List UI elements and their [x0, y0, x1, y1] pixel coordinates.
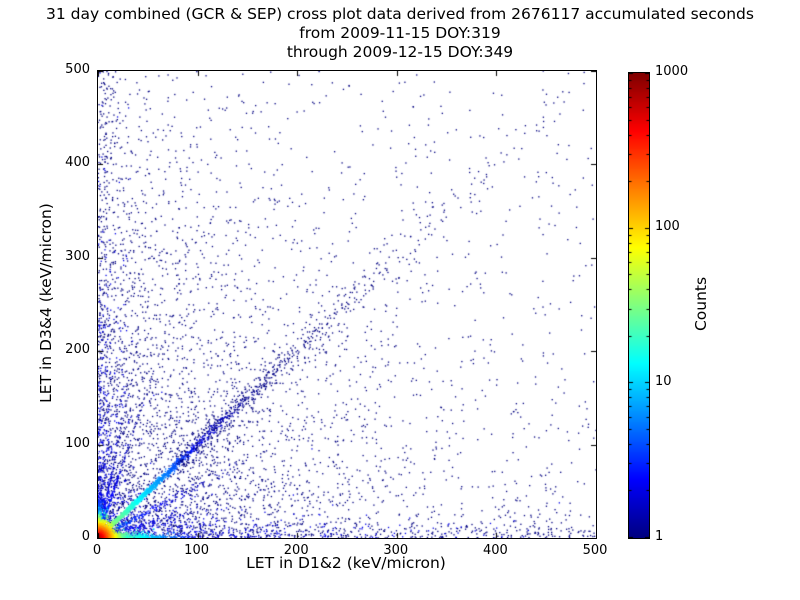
plot-area — [97, 70, 597, 539]
chart-title-line-3: through 2009-12-15 DOY:349 — [286, 43, 514, 61]
x-tick-label: 500 — [582, 543, 608, 558]
colorbar-tick-label: 1 — [655, 529, 664, 544]
y-tick-label: 400 — [65, 155, 90, 171]
y-tick-label: 0 — [81, 529, 90, 544]
x-axis-label: LET in D1&2 (keV/micron) — [246, 554, 446, 572]
y-tick-label: 200 — [65, 342, 90, 358]
x-tick-label: 200 — [283, 543, 309, 558]
y-axis-label: LET in D3&4 (keV/micron) — [37, 203, 55, 403]
y-tick-label: 100 — [65, 435, 90, 451]
x-tick-label: 100 — [184, 543, 210, 558]
colorbar-canvas — [629, 73, 649, 538]
chart-title-line-2: from 2009-11-15 DOY:319 — [299, 24, 501, 42]
colorbar-tick-label: 1000 — [655, 64, 689, 79]
chart-title-line-1: 31 day combined (GCR & SEP) cross plot d… — [46, 5, 754, 23]
y-tick-label: 300 — [65, 248, 90, 264]
x-tick-label: 400 — [482, 543, 508, 558]
colorbar-label: Counts — [692, 276, 710, 332]
colorbar — [628, 72, 650, 539]
x-tick-label: 300 — [383, 543, 409, 558]
y-tick-label: 500 — [65, 62, 90, 77]
colorbar-tick-label: 100 — [655, 219, 680, 234]
x-tick-label: 0 — [92, 543, 102, 558]
scatter-canvas — [98, 71, 596, 538]
chart-title: 31 day combined (GCR & SEP) cross plot d… — [0, 5, 800, 62]
colorbar-tick-label: 10 — [655, 374, 672, 389]
